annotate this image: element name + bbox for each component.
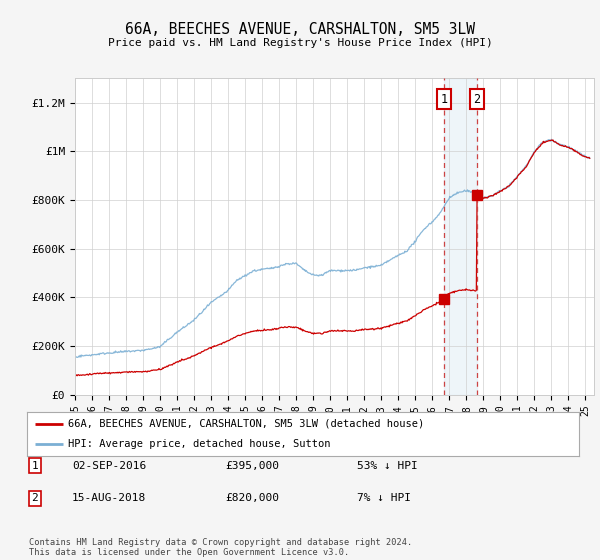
Text: 66A, BEECHES AVENUE, CARSHALTON, SM5 3LW: 66A, BEECHES AVENUE, CARSHALTON, SM5 3LW: [125, 22, 475, 38]
Bar: [444, 78, 477, 395]
Text: 53% ↓ HPI: 53% ↓ HPI: [357, 461, 418, 471]
Text: 15-AUG-2018: 15-AUG-2018: [72, 493, 146, 503]
Text: HPI: Average price, detached house, Sutton: HPI: Average price, detached house, Sutt…: [68, 439, 331, 449]
Text: 2: 2: [31, 493, 38, 503]
Text: 2: 2: [473, 92, 481, 106]
Text: 02-SEP-2016: 02-SEP-2016: [72, 461, 146, 471]
Text: Contains HM Land Registry data © Crown copyright and database right 2024.
This d: Contains HM Land Registry data © Crown c…: [29, 538, 412, 557]
Text: £820,000: £820,000: [225, 493, 279, 503]
Text: 7% ↓ HPI: 7% ↓ HPI: [357, 493, 411, 503]
Text: Price paid vs. HM Land Registry's House Price Index (HPI): Price paid vs. HM Land Registry's House …: [107, 38, 493, 48]
Text: 1: 1: [440, 92, 448, 106]
Text: 66A, BEECHES AVENUE, CARSHALTON, SM5 3LW (detached house): 66A, BEECHES AVENUE, CARSHALTON, SM5 3LW…: [68, 419, 425, 429]
Text: 1: 1: [31, 461, 38, 471]
Text: £395,000: £395,000: [225, 461, 279, 471]
